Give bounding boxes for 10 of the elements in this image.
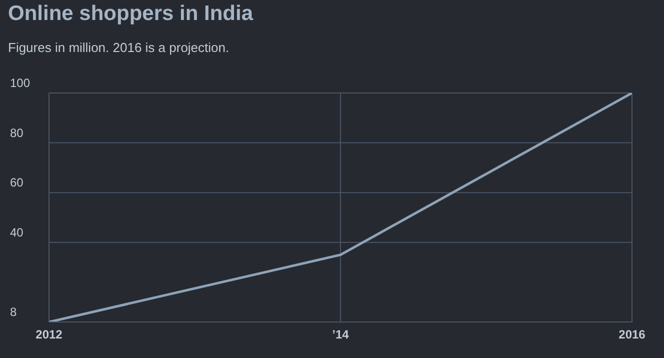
x-tick-label: 2016 — [618, 328, 646, 342]
y-tick-label: 40 — [10, 225, 24, 240]
y-tick-label: 100 — [10, 76, 30, 90]
y-tick-label: 8 — [10, 305, 17, 319]
y-tick-label: 80 — [10, 126, 24, 140]
chart-subtitle: Figures in million. 2016 is a projection. — [8, 40, 230, 55]
y-tick-label: 60 — [10, 176, 24, 190]
x-tick-label: ’14 — [332, 328, 350, 342]
chart-title: Online shoppers in India — [8, 2, 254, 26]
x-tick-label: 2012 — [36, 328, 63, 342]
